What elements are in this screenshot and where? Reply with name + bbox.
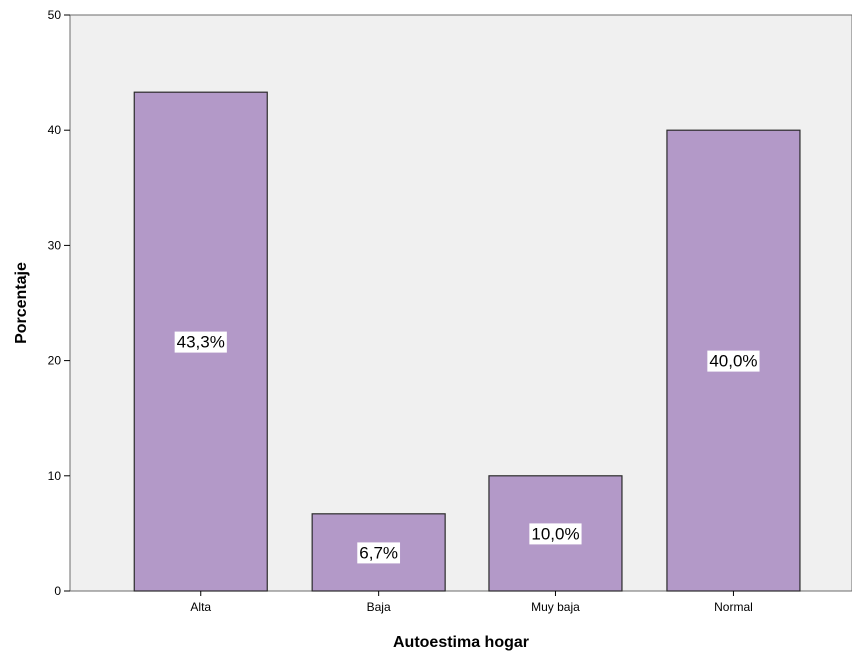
y-tick-label: 30 [48,238,62,252]
data-label-text: 40,0% [709,352,757,371]
x-tick-label: Muy baja [531,600,580,614]
x-tick-label: Normal [714,600,753,614]
data-label-text: 43,3% [177,333,225,352]
y-tick-label: 0 [54,584,61,598]
data-label-box [174,331,227,353]
y-axis-title: Porcentaje [13,262,30,344]
y-tick-label: 50 [48,8,62,22]
x-axis-title: Autoestima hogar [393,634,529,651]
data-label: 43,3% [174,331,227,353]
data-label: 40,0% [707,350,760,372]
bars-layer: 43,3% 6,7% 10,0% 40,0% [133,91,801,592]
data-label: 6,7% [357,542,401,564]
y-tick-label: 20 [48,354,62,368]
data-label-box [529,523,582,545]
x-tick-label: Alta [190,600,211,614]
data-label-box [707,350,760,372]
y-tick-label: 10 [48,469,62,483]
x-axis: Alta Baja Muy baja Normal [190,591,753,614]
y-axis: 0 10 20 30 40 50 [48,8,70,598]
x-tick-label: Baja [367,600,391,614]
y-tick-label: 40 [48,123,62,137]
data-label-text: 10,0% [531,524,579,543]
data-label-box [357,542,401,564]
data-label: 10,0% [529,523,582,545]
data-label-text: 6,7% [359,543,398,562]
